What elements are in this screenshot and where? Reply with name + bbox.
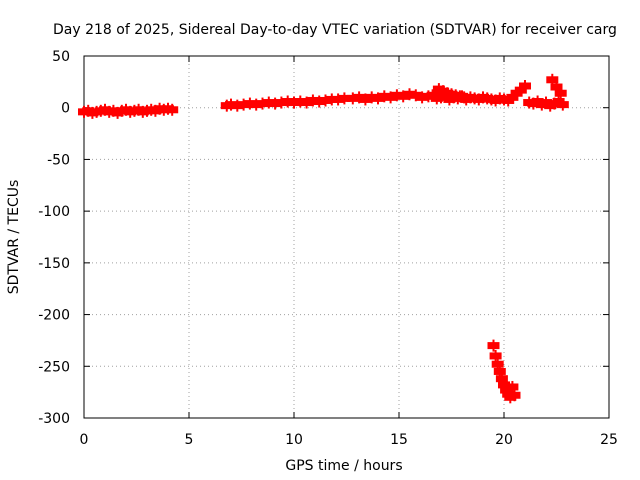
data-point <box>409 89 422 102</box>
x-tick-label: 25 <box>600 432 618 448</box>
data-point <box>458 91 471 104</box>
data-point <box>319 94 332 107</box>
data-point <box>519 79 531 92</box>
data-point <box>325 93 338 106</box>
plot-frame <box>83 55 610 419</box>
data-point <box>403 88 416 101</box>
data-point <box>416 91 429 104</box>
y-tick-label: -300 <box>38 411 70 427</box>
data-point <box>225 98 237 111</box>
data-point <box>556 98 569 111</box>
x-axis-label: GPS time / hours <box>285 458 402 474</box>
y-axis-label: SDTVAR / TECUs <box>6 180 22 295</box>
data-point <box>288 96 300 109</box>
y-axis-tick-labels: 50 0 -50 -100 -150 -200 -250 -300 <box>38 49 70 427</box>
x-tick-label: 0 <box>80 432 89 448</box>
data-point <box>256 97 269 110</box>
y-tick-label: -50 <box>47 152 70 168</box>
y-tick-label: -200 <box>38 308 70 324</box>
y-tick-label: -250 <box>38 359 70 375</box>
data-points <box>78 73 569 404</box>
x-tick-label: 20 <box>495 432 513 448</box>
data-point <box>269 97 282 110</box>
y-tick-label: 0 <box>61 101 70 117</box>
data-point <box>384 91 397 104</box>
data-point <box>294 95 307 108</box>
data-point <box>487 339 500 352</box>
data-point <box>397 90 410 103</box>
data-point <box>378 90 391 103</box>
data-point <box>237 98 250 111</box>
data-point <box>313 95 326 108</box>
data-point <box>489 349 502 362</box>
data-point <box>506 380 519 393</box>
data-point <box>250 98 263 111</box>
y-tick-label: 50 <box>52 49 70 65</box>
data-point <box>390 89 403 102</box>
chart-title: Day 218 of 2025, Sidereal Day-to-day VTE… <box>53 22 617 38</box>
x-tick-label: 5 <box>185 432 194 448</box>
data-point <box>353 91 366 104</box>
data-point <box>508 389 521 402</box>
data-point <box>275 96 288 109</box>
data-point <box>243 97 256 110</box>
data-point <box>346 92 359 105</box>
data-point <box>372 92 384 105</box>
data-point <box>306 94 319 107</box>
grid-lines <box>84 56 609 418</box>
data-point <box>300 96 313 109</box>
data-point <box>554 87 567 100</box>
data-point <box>231 99 244 112</box>
x-tick-label: 10 <box>285 432 303 448</box>
x-axis-tick-labels: 0 5 10 15 20 25 <box>80 432 618 448</box>
y-tick-label: -150 <box>38 256 70 272</box>
data-point <box>365 91 378 104</box>
data-point <box>332 93 345 106</box>
data-point <box>166 103 179 116</box>
data-point <box>359 93 372 106</box>
data-point <box>338 92 351 105</box>
data-point <box>262 96 275 109</box>
y-tick-label: -100 <box>38 204 70 220</box>
data-point <box>281 95 294 108</box>
x-tick-label: 15 <box>390 432 408 448</box>
